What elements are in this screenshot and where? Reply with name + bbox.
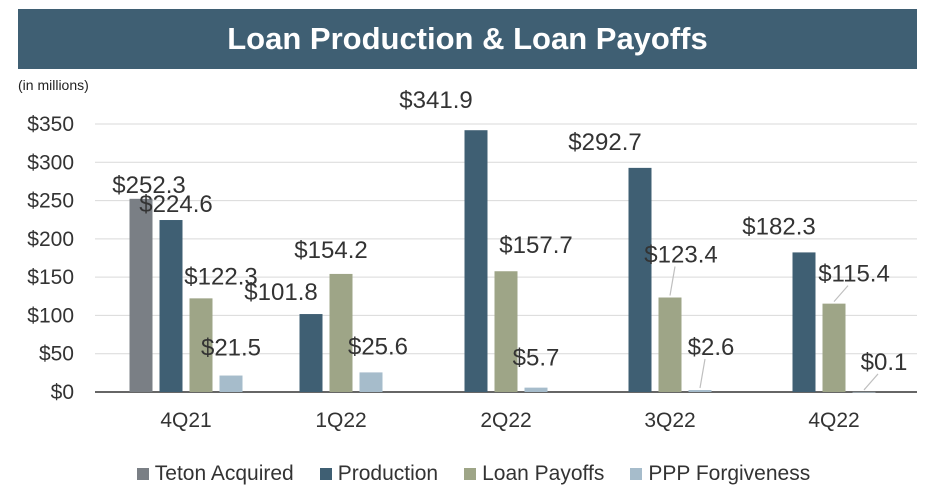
bar-production-4q21: [159, 220, 183, 392]
bar-loan-payoffs-4q22: [822, 303, 846, 392]
legend-label: PPP Forgiveness: [648, 462, 811, 485]
data-label-leader: [699, 358, 706, 389]
legend-item: PPP Forgiveness: [630, 462, 810, 486]
data-label: $5.7: [513, 345, 560, 372]
data-label: $341.9: [399, 87, 472, 114]
data-label: $0.1: [861, 349, 908, 376]
legend-swatch: [464, 468, 477, 480]
data-label: $2.6: [688, 334, 735, 361]
data-label: $122.3: [184, 263, 257, 290]
x-tick-label: 1Q22: [315, 409, 366, 432]
bar-loan-payoffs-4q21: [189, 298, 213, 392]
y-tick-label: $200: [27, 228, 74, 251]
bar-production-1q22: [299, 314, 323, 392]
data-label: $101.8: [244, 279, 317, 306]
data-label: $21.5: [201, 335, 261, 362]
bar-teton-acquired-4q21: [129, 198, 153, 392]
data-label: $292.7: [568, 129, 641, 156]
data-label: $224.6: [139, 191, 212, 218]
data-label: $182.3: [742, 213, 815, 240]
y-tick-label: $150: [27, 266, 74, 289]
legend-swatch: [630, 468, 643, 480]
bar-ppp-forgiveness-4q21: [219, 375, 243, 392]
bar-loan-payoffs-3q22: [658, 297, 682, 392]
bar-ppp-forgiveness-4q22: [852, 391, 876, 393]
bar-ppp-forgiveness-3q22: [688, 390, 712, 392]
data-label-leader: [863, 373, 879, 391]
x-tick-label: 2Q22: [480, 409, 531, 432]
y-tick-label: $300: [27, 151, 74, 174]
data-label: $154.2: [294, 237, 367, 264]
legend-swatch: [136, 468, 149, 480]
data-label: $123.4: [644, 242, 717, 269]
bar-ppp-forgiveness-2q22: [524, 387, 548, 392]
legend-swatch: [319, 468, 332, 480]
data-label: $25.6: [348, 333, 408, 360]
chart-legend: Teton Acquired Production Loan Payoffs PPP …: [0, 461, 947, 487]
data-label: $157.7: [499, 232, 572, 259]
units-note: (in millions): [18, 77, 89, 93]
data-label-leader: [669, 266, 676, 296]
legend-item: Teton Acquired: [136, 462, 294, 486]
legend-item: Production: [319, 462, 439, 486]
y-tick-label: $0: [51, 381, 74, 404]
y-tick-label: $50: [39, 343, 74, 366]
legend-label: Loan Payoffs: [482, 462, 605, 485]
legend-label: Teton Acquired: [154, 462, 294, 485]
x-tick-label: 4Q21: [160, 409, 211, 432]
y-tick-label: $350: [27, 113, 74, 136]
legend-label: Production: [337, 462, 439, 485]
bar-loan-payoffs-2q22: [494, 271, 518, 392]
legend-item: Loan Payoffs: [464, 462, 604, 486]
x-tick-label: 4Q22: [808, 409, 859, 432]
y-tick-label: $100: [27, 304, 74, 327]
bar-production-4q22: [792, 252, 816, 392]
y-tick-label: $250: [27, 190, 74, 213]
chart-title: Loan Production & Loan Payoffs: [18, 9, 917, 69]
data-label: $252.3: [112, 172, 185, 199]
data-label-leader: [833, 285, 849, 303]
bar-loan-payoffs-1q22: [329, 273, 353, 392]
bar-ppp-forgiveness-1q22: [359, 372, 383, 392]
bar-production-2q22: [464, 130, 488, 393]
bar-production-3q22: [628, 167, 652, 392]
data-label: $115.4: [818, 261, 890, 288]
x-tick-label: 3Q22: [644, 409, 695, 432]
